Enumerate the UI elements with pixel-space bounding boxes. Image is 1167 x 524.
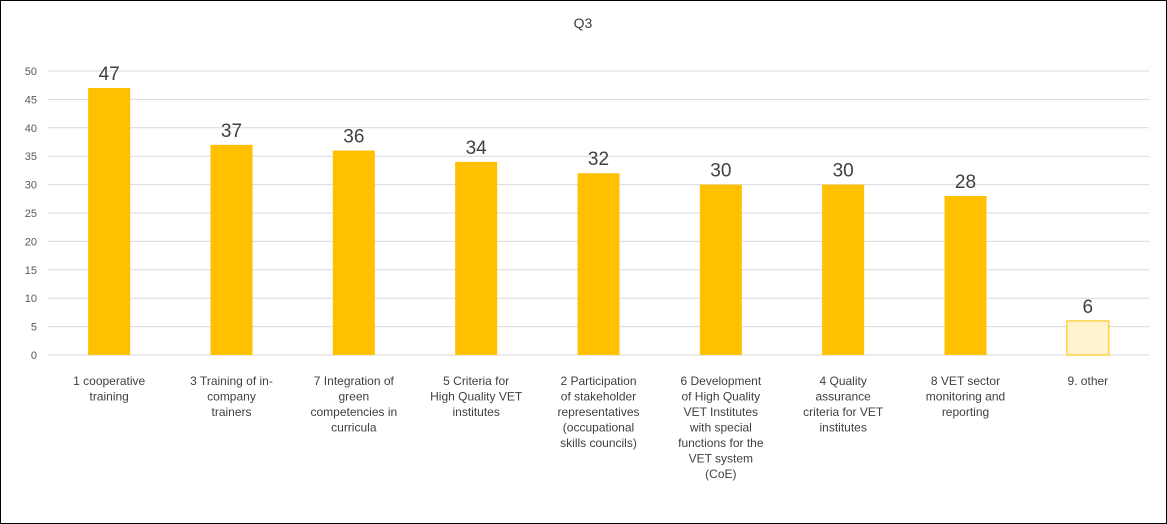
x-tick-label: 9. other: [1067, 374, 1108, 388]
y-tick-label: 25: [25, 208, 37, 220]
data-label: 36: [343, 127, 364, 148]
data-label: 37: [221, 121, 242, 142]
x-tick-label: 5 Criteria for High Quality VET institutes: [430, 374, 523, 419]
data-label: 32: [588, 149, 609, 170]
y-tick-label: 35: [25, 151, 37, 163]
bar: [699, 184, 742, 355]
x-axis-labels: 1 cooperative training 3 Training of in-co…: [73, 374, 1108, 481]
bar: [944, 195, 987, 355]
bar: [455, 161, 498, 355]
y-tick-label: 0: [31, 350, 37, 362]
x-tick-label: 8 VET sector monitoring and reporting: [926, 374, 1005, 419]
bar: [822, 184, 865, 355]
y-tick-label: 30: [25, 180, 37, 192]
x-tick-label: 7 Integration of green competencies in curr…: [310, 374, 397, 435]
x-tick-label: 4 Quality assurance criteria for VET instit…: [803, 374, 884, 435]
bar: [577, 173, 620, 355]
data-label: 47: [99, 64, 120, 85]
y-tick-label: 20: [25, 236, 37, 248]
data-label: 30: [833, 161, 854, 182]
bar: [210, 144, 253, 355]
data-label: 6: [1083, 297, 1094, 318]
data-label: 34: [466, 138, 488, 159]
data-label: 28: [955, 172, 976, 193]
bar: [332, 150, 375, 355]
y-tick-label: 10: [25, 293, 37, 305]
y-tick-label: 15: [25, 265, 37, 277]
bar: [1066, 320, 1110, 356]
data-label: 30: [710, 161, 731, 182]
y-tick-label: 40: [25, 123, 37, 135]
bar: [88, 88, 131, 355]
bars: [88, 88, 1110, 356]
data-labels: 47 37 36 34 32 30 30 28 6: [99, 64, 1094, 318]
x-tick-label: 6 Development of High Quality VET Institut…: [678, 374, 764, 481]
y-tick-label: 5: [31, 322, 37, 334]
x-tick-label: 1 cooperative training: [73, 374, 145, 404]
chart-title: Q3: [574, 15, 593, 31]
x-tick-label: 3 Training of in-company trainers: [190, 374, 273, 419]
y-axis-ticks: 0 5 10 15 20 25 30 35 40 45 50: [25, 66, 37, 362]
y-tick-label: 50: [25, 66, 37, 78]
y-tick-label: 45: [25, 94, 37, 106]
x-tick-label: 2 Participation of stakeholder representat…: [557, 374, 639, 450]
